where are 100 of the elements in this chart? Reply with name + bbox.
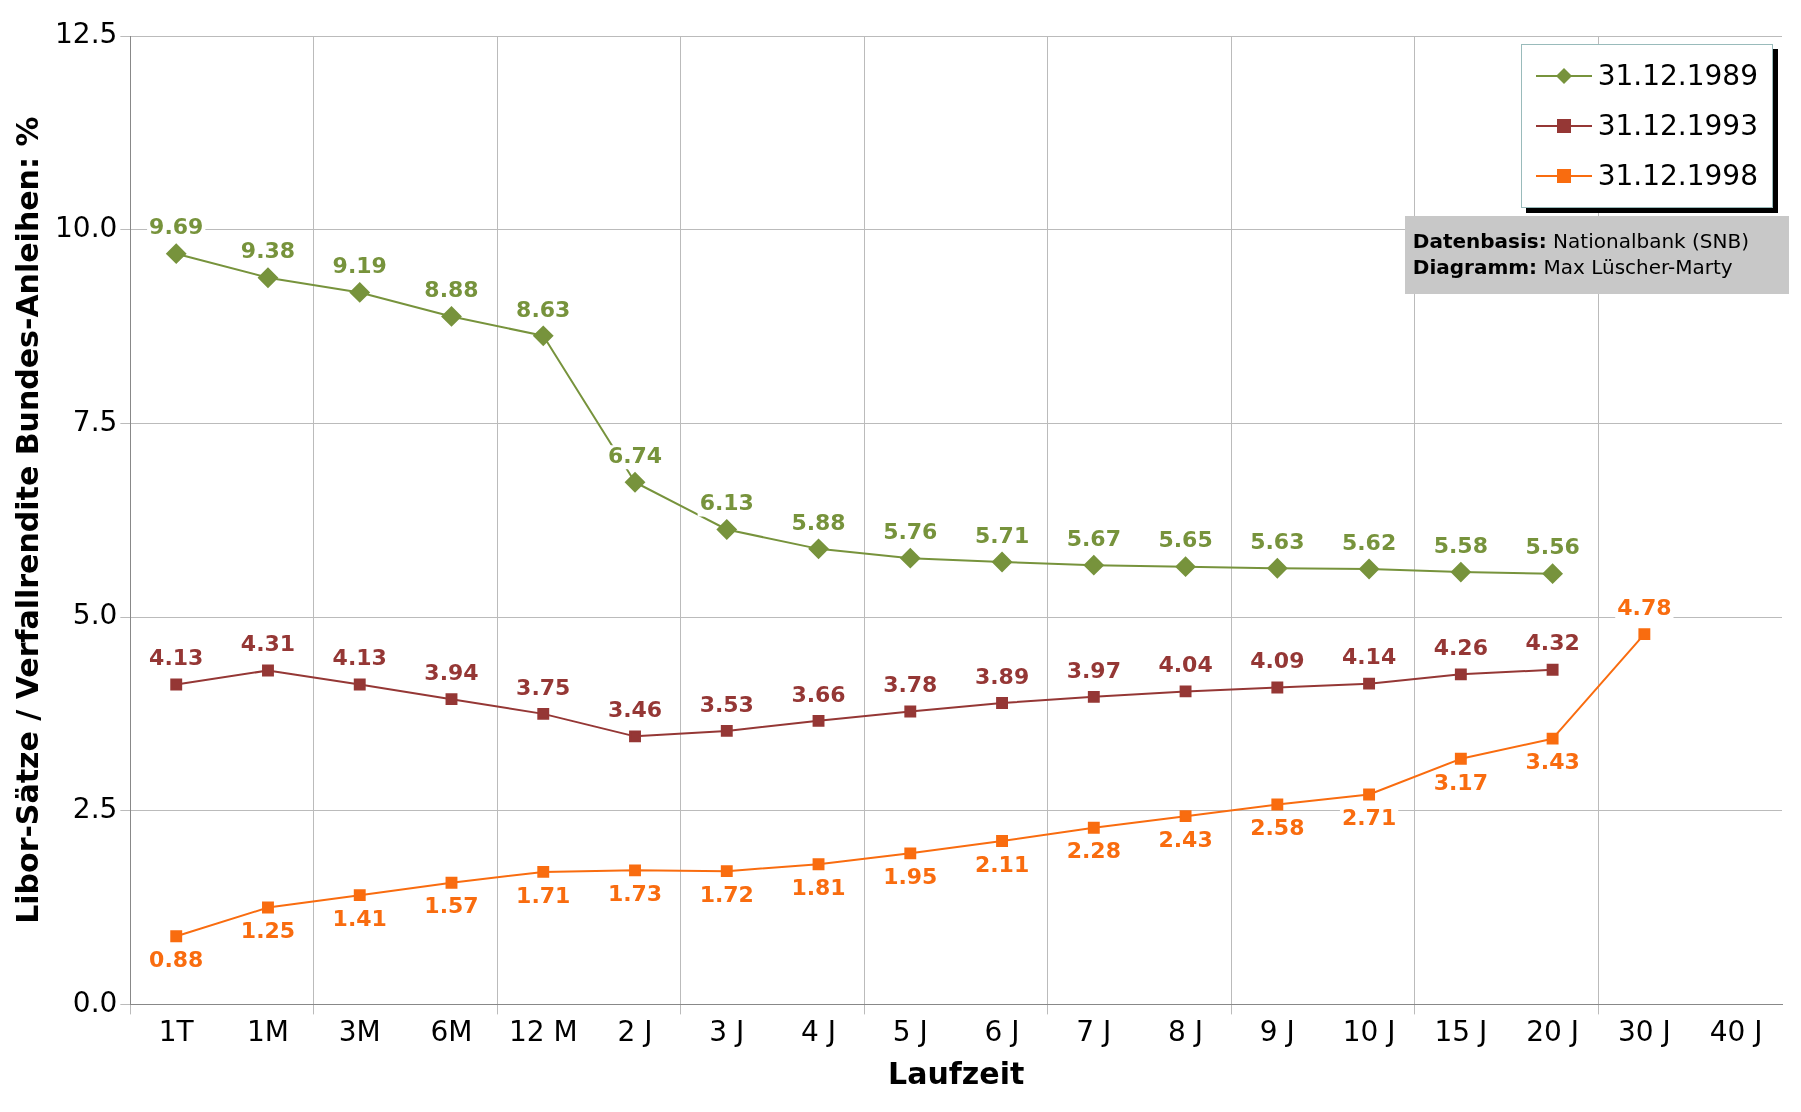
data-label: 0.88 [149, 946, 204, 972]
point [812, 714, 825, 727]
x-tick-label: 2 J [617, 1015, 653, 1049]
data-label: 5.88 [791, 509, 846, 535]
y-tick-label: 0.0 [72, 985, 118, 1019]
x-axis-title: Laufzeit [888, 1055, 1025, 1091]
point [349, 282, 370, 303]
data-label: 2.11 [974, 851, 1030, 877]
point [262, 901, 274, 914]
point [1267, 558, 1288, 579]
x-tick-label: 12 M [508, 1015, 578, 1049]
point [262, 664, 274, 677]
point [812, 858, 825, 871]
data-label: 9.38 [240, 238, 296, 264]
point [900, 548, 921, 569]
data-label: 4.26 [1433, 635, 1488, 661]
data-label: 9.69 [149, 214, 204, 240]
x-tick-label: 7 J [1076, 1015, 1112, 1049]
point [445, 876, 458, 889]
point [537, 707, 550, 720]
point [1454, 668, 1467, 681]
legend-label: 31.12.1998 [1597, 158, 1758, 194]
point [1087, 690, 1100, 703]
data-label: 5.56 [1525, 534, 1580, 560]
x-tick-label: 15 J [1434, 1015, 1488, 1049]
x-tick-label: 6 J [984, 1015, 1020, 1049]
point [1363, 788, 1376, 801]
x-tick-label: 40 J [1709, 1015, 1763, 1049]
x-tick-label: 9 J [1259, 1015, 1295, 1049]
data-label: 2.28 [1066, 838, 1121, 864]
point [1271, 798, 1284, 811]
x-tick-label: 6M [430, 1015, 473, 1049]
point [170, 678, 183, 691]
point [1359, 559, 1380, 580]
data-label: 8.88 [424, 277, 479, 303]
data-label: 5.76 [883, 518, 938, 544]
legend-label: 31.12.1989 [1597, 58, 1758, 94]
point [445, 693, 458, 706]
point [720, 724, 733, 737]
y-tick-label: 2.5 [72, 792, 118, 825]
point [904, 847, 917, 860]
data-label: 4.14 [1341, 644, 1397, 670]
data-label: 3.78 [883, 672, 938, 698]
point [1454, 752, 1467, 765]
data-label: 9.19 [332, 253, 387, 279]
data-label: 6.13 [699, 490, 754, 516]
annotation: Diagramm: Max Lüscher-Marty [1412, 254, 1734, 280]
point [353, 678, 366, 691]
point [1363, 677, 1376, 690]
data-label: 6.74 [607, 442, 663, 468]
data-label: 3.43 [1525, 749, 1580, 775]
point [629, 730, 641, 743]
data-label: 1.73 [607, 881, 663, 907]
point [166, 243, 187, 264]
point [1087, 821, 1100, 834]
y-tick-label: 5.0 [72, 598, 118, 632]
data-label: 5.62 [1341, 529, 1397, 555]
data-label: 1.95 [883, 864, 938, 890]
data-label: 1.25 [240, 918, 296, 944]
point [353, 889, 366, 902]
data-label: 3.94 [424, 659, 479, 685]
x-tick-label: 1T [158, 1015, 195, 1049]
point [1542, 563, 1563, 584]
data-label: 3.46 [607, 697, 663, 723]
data-label: 3.89 [974, 663, 1030, 689]
point [1083, 555, 1104, 576]
data-label: 2.43 [1158, 826, 1213, 852]
data-label: 3.97 [1066, 657, 1121, 683]
point [1271, 681, 1284, 694]
data-label: 4.13 [332, 645, 387, 671]
point [1638, 628, 1651, 641]
data-label: 4.31 [240, 631, 296, 657]
point [1179, 810, 1192, 823]
data-label: 1.41 [332, 905, 387, 931]
data-label: 5.65 [1158, 527, 1213, 553]
point [625, 472, 646, 493]
x-tick-label: 3M [338, 1015, 381, 1049]
point [808, 538, 829, 559]
point [1450, 562, 1471, 583]
data-label: 3.53 [699, 691, 754, 717]
data-label: 5.63 [1250, 528, 1305, 554]
annotation: Datenbasis: Nationalbank (SNB) [1412, 228, 1749, 254]
point [996, 834, 1008, 847]
data-label: 2.71 [1341, 805, 1397, 831]
point [1179, 685, 1192, 698]
data-label: 5.58 [1433, 532, 1488, 558]
data-label: 3.75 [516, 674, 571, 700]
x-tick-label: 8 J [1168, 1015, 1204, 1049]
data-label: 8.63 [516, 296, 571, 322]
x-tick-label: 4 J [801, 1015, 837, 1049]
point [992, 552, 1013, 573]
point [441, 306, 462, 327]
point [1175, 556, 1196, 577]
point [996, 697, 1008, 709]
x-tick-label: 3 J [709, 1015, 745, 1049]
data-label: 3.17 [1433, 769, 1488, 795]
data-label: 5.67 [1066, 525, 1121, 551]
x-tick-label: 30 J [1617, 1015, 1671, 1049]
data-label: 4.78 [1617, 594, 1672, 620]
x-tick-label: 10 J [1342, 1015, 1396, 1049]
